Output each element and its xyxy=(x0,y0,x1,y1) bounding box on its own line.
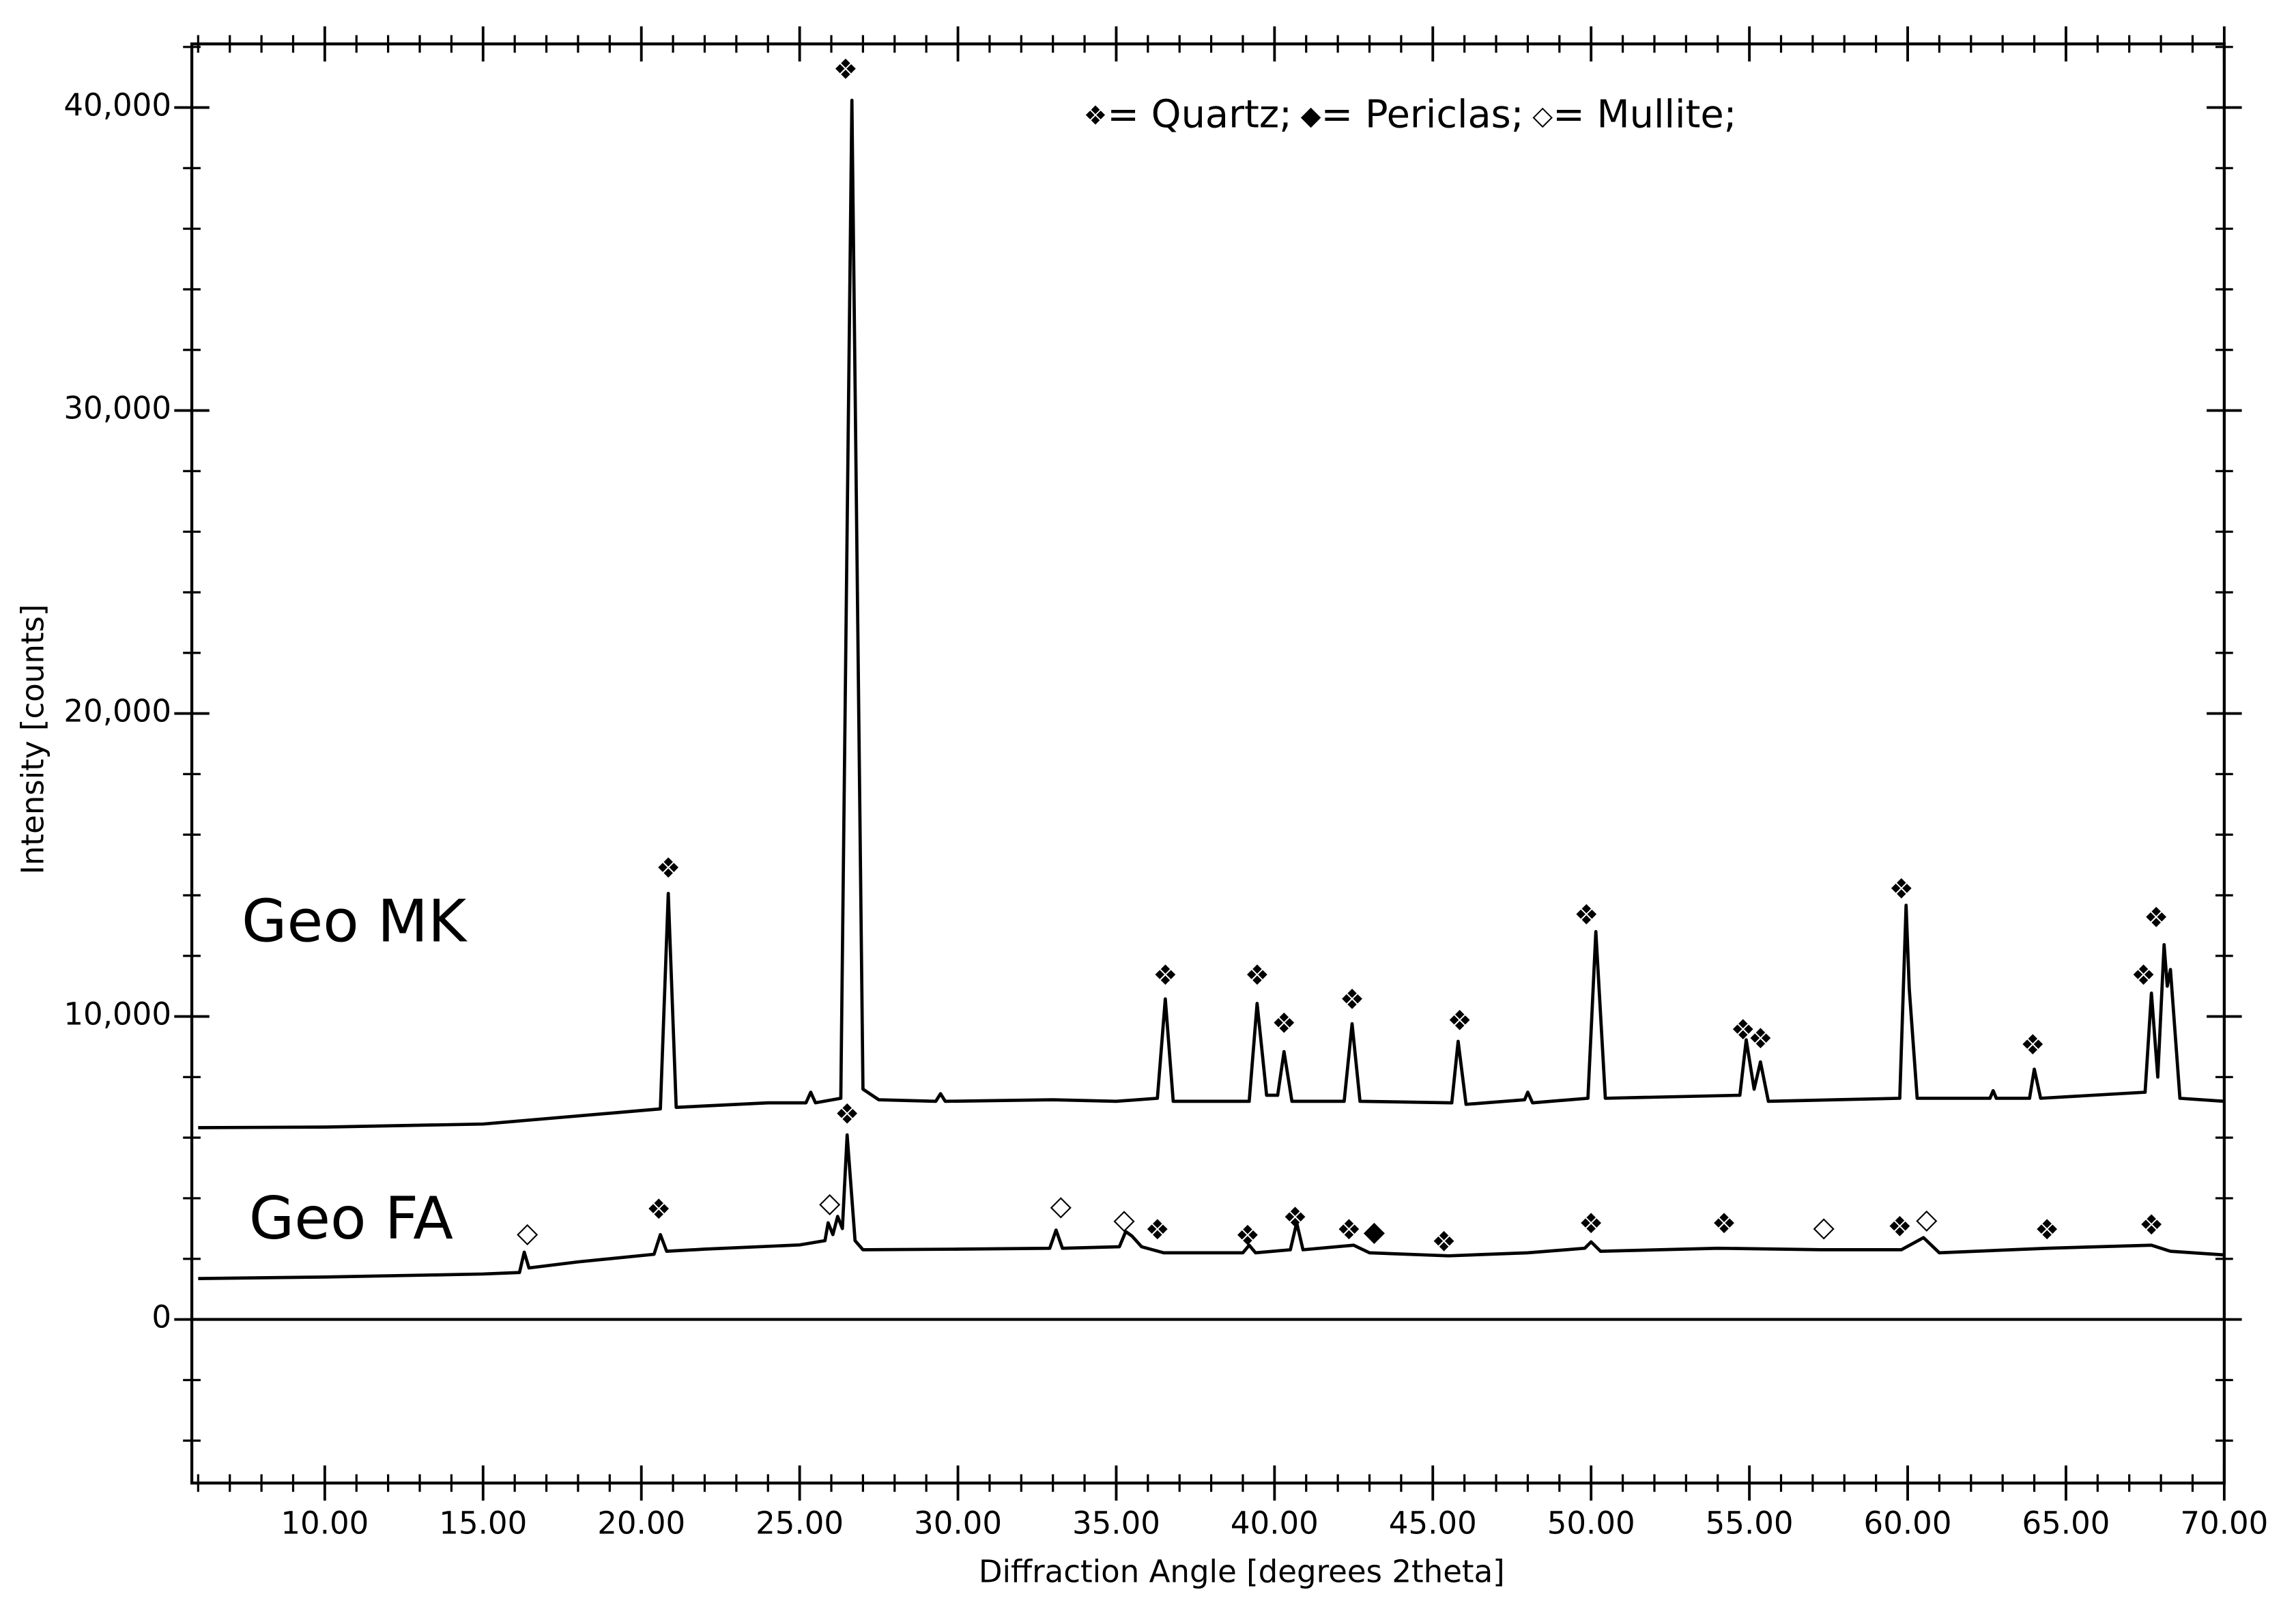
phase-marker: ◆ xyxy=(1364,1215,1386,1247)
x-tick-label: 55.00 xyxy=(1706,1505,1794,1542)
series-label: Geo MK xyxy=(242,887,468,955)
x-tick-label: 60.00 xyxy=(1864,1505,1952,1542)
legend-symbol: ❖ xyxy=(1084,100,1108,131)
phase-marker: ❖ xyxy=(835,1098,860,1131)
x-axis-title: Diffraction Angle [degrees 2theta] xyxy=(979,1553,1505,1589)
phase-legend: ❖= Quartz; ◆= Periclas; ◇= Mullite; xyxy=(1084,93,1737,137)
phase-marker: ❖ xyxy=(1272,1007,1297,1039)
y-tick-label: 30,000 xyxy=(63,390,171,426)
phase-marker: ❖ xyxy=(1336,1213,1362,1246)
phase-marker: ❖ xyxy=(1282,1201,1308,1234)
x-tick-label: 35.00 xyxy=(1072,1505,1160,1542)
series-line xyxy=(198,1133,2225,1280)
series-line xyxy=(198,98,2225,1129)
phase-marker: ❖ xyxy=(833,53,859,85)
phase-marker: ❖ xyxy=(1145,1213,1170,1246)
y-tick-label: 10,000 xyxy=(63,996,171,1032)
y-tick-label: 20,000 xyxy=(63,693,171,729)
y-tick-label: 0 xyxy=(152,1299,171,1335)
legend-label: = Mullite; xyxy=(1553,93,1736,137)
phase-marker: ❖ xyxy=(1887,1210,1912,1243)
phase-marker: ❖ xyxy=(1447,1004,1472,1037)
phase-marker: ❖ xyxy=(2020,1028,2046,1061)
x-tick-label: 30.00 xyxy=(914,1505,1002,1542)
y-tick-label: 40,000 xyxy=(63,87,171,124)
x-tick-label: 45.00 xyxy=(1389,1505,1477,1542)
phase-marker: ❖ xyxy=(1579,1207,1604,1240)
phase-marker: ❖ xyxy=(1153,959,1178,992)
x-tick-label: 70.00 xyxy=(2180,1505,2268,1542)
phase-marker: ❖ xyxy=(2139,1209,2164,1241)
phase-marker: ❖ xyxy=(2035,1213,2060,1246)
phase-marker: ❖ xyxy=(1431,1226,1456,1258)
phase-marker: ◇ xyxy=(1916,1202,1938,1235)
x-tick-label: 50.00 xyxy=(1547,1505,1635,1542)
legend-label: = Periclas; xyxy=(1321,93,1524,137)
phase-marker: ❖ xyxy=(1712,1207,1737,1240)
legend-symbol: ◇ xyxy=(1532,100,1553,131)
phase-marker: ❖ xyxy=(2131,959,2156,992)
phase-marker: ❖ xyxy=(656,852,681,884)
phase-marker: ❖ xyxy=(1574,898,1599,931)
phase-marker: ❖ xyxy=(1235,1219,1261,1252)
x-tick-label: 25.00 xyxy=(756,1505,844,1542)
phase-marker: ❖ xyxy=(1340,983,1365,1015)
phase-marker: ❖ xyxy=(1748,1022,1773,1055)
phase-marker: ◇ xyxy=(517,1216,539,1249)
x-tick-label: 65.00 xyxy=(2022,1505,2110,1542)
phase-marker: ◇ xyxy=(1113,1203,1135,1236)
x-tick-label: 10.00 xyxy=(281,1505,369,1542)
phase-marker: ◇ xyxy=(819,1186,841,1219)
phase-marker: ❖ xyxy=(646,1193,672,1226)
plot-frame xyxy=(190,42,2226,1485)
legend-symbol: ◆ xyxy=(1301,100,1321,131)
legend-label: = Quartz; xyxy=(1107,93,1292,137)
phase-marker: ❖ xyxy=(1245,959,1270,992)
phase-marker: ❖ xyxy=(2144,901,2169,934)
x-tick-label: 20.00 xyxy=(597,1505,685,1542)
x-tick-label: 40.00 xyxy=(1231,1505,1319,1542)
phase-marker: ❖ xyxy=(1889,872,1914,905)
x-tick-label: 15.00 xyxy=(439,1505,527,1542)
series-label: Geo FA xyxy=(249,1185,453,1253)
phase-marker: ❖ xyxy=(1731,1013,1756,1046)
y-axis-title: Intensity [counts] xyxy=(14,604,51,874)
phase-marker: ◇ xyxy=(1050,1189,1072,1221)
phase-marker: ◇ xyxy=(1813,1210,1835,1243)
